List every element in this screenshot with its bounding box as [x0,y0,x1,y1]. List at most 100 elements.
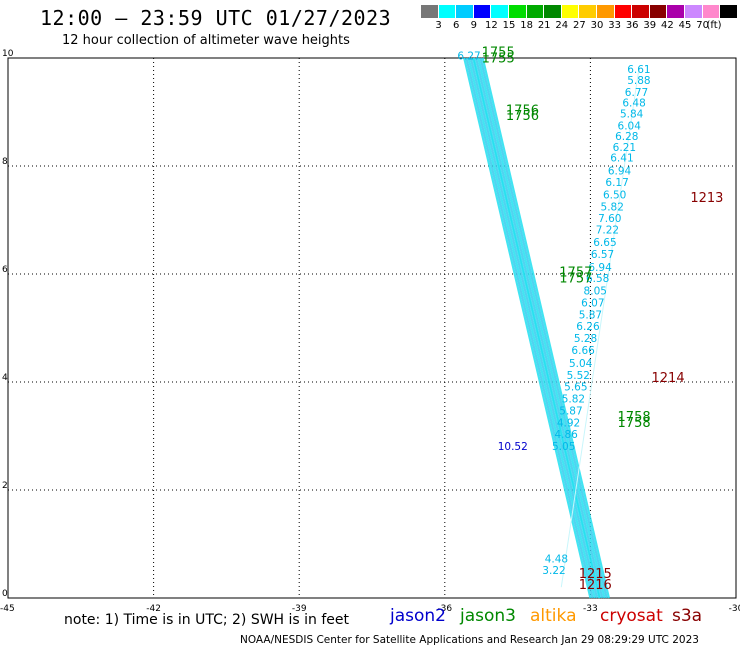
legend-tick-label: 12 [485,20,498,31]
wave-height-label: 6.41 [610,153,633,165]
wave-height-label: 5.05 [552,441,575,453]
legend-tick-label: 36 [625,20,639,31]
wave-height-label: 4.92 [557,417,580,429]
satellite-jason2: jason2 [390,606,446,626]
time-label: 1756 [506,104,539,119]
time-label: 1755 [482,51,515,66]
chart-title: 12:00 – 23:59 UTC 01/27/2023 [40,6,392,30]
legend-tick-label: 21 [537,20,551,31]
legend-unit-label: (ft) [706,20,722,31]
credit-line: NOAA/NESDIS Center for Satellite Applica… [240,634,699,646]
wave-height-label: 6.57 [591,249,614,261]
legend-tick-label: 9 [470,20,477,31]
satellite-cryosat: cryosat [600,606,663,626]
y-tick-label: 0 [2,589,8,599]
x-tick-label: -45 [0,604,15,614]
wave-height-label: 6.28 [615,131,638,143]
legend-tick-label: 27 [573,20,586,31]
satellite-altika: altika [530,606,577,626]
legend-swatch [596,5,615,18]
wave-height-label: 6.66 [571,345,595,357]
legend-tick-label: 70 [696,20,709,31]
satellite-s3a: s3a [672,606,703,626]
wave-height-label: 8.05 [584,286,607,298]
wave-height-label: 4.86 [554,429,578,441]
jason3-track [467,57,596,599]
satellite-jason3: jason3 [460,606,516,626]
legend-swatch [544,5,562,18]
wave-height-label: 5.82 [562,394,585,406]
time-label: 1215 [579,567,612,582]
wave-height-label: 4.48 [545,553,568,565]
wave-height-label: 3.22 [542,565,565,577]
time-label: 1756 [506,109,539,124]
legend-swatch [632,5,650,18]
x-tick-label: -42 [146,604,161,614]
wave-height-label: 6.21 [613,142,636,154]
wave-height-label: 5.87 [579,309,602,321]
wave-height-label: 6.58 [586,273,609,285]
wave-height-label: 6.50 [603,189,626,201]
legend-tick-label: 24 [555,20,569,31]
time-label: 1213 [690,191,723,206]
wave-height-label: 5.84 [620,108,644,120]
legend-tick-label: 42 [661,20,674,31]
legend-swatch [421,5,439,18]
time-label: 1758 [618,410,651,425]
wave-height-label: 5.88 [627,75,650,87]
wave-height-label: 5.87 [559,405,582,417]
s3a-track [560,68,640,588]
legend-tick-label: 15 [502,20,516,31]
wave-height-label: 6.94 [588,262,612,274]
x-tick-label: -36 [437,604,452,614]
time-label: 1216 [579,578,612,593]
y-tick-label: 8 [2,157,8,167]
legend-swatch [561,5,580,18]
legend-swatch [473,5,492,18]
jason3-track [465,57,594,599]
legend-swatch [614,5,633,18]
x-tick-label: -39 [292,604,307,614]
wave-height-label: 6.61 [627,64,650,76]
wave-height-label: 5.65 [564,382,587,394]
jason3-track [481,57,610,599]
legend-tick-label: 6 [453,20,460,31]
x-tick-label: -33 [583,604,598,614]
legend-tick-label: 39 [643,20,657,31]
wave-height-label: 6.65 [593,237,616,249]
wave-height-label: 6.04 [618,120,642,132]
legend-swatch [702,5,721,18]
wave-height-label: 7.22 [596,225,619,237]
time-label: 1755 [482,45,515,60]
wave-height-label: 6.07 [581,297,604,309]
wave-height-label: 6.94 [608,166,632,178]
time-label: 1758 [618,416,651,431]
legend-swatch [438,5,457,18]
wave-height-label: 5.04 [569,358,593,370]
legend-swatch [684,5,703,18]
legend-swatch [720,5,738,18]
legend-swatch [456,5,474,18]
legend-tick-label: 33 [608,20,621,31]
legend-swatch [579,5,597,18]
plot-frame [7,57,737,599]
y-tick-label: 2 [2,481,8,491]
legend-swatch [526,5,545,18]
legend-swatch [508,5,527,18]
legend-swatch [491,5,509,18]
jason3-track [479,57,608,599]
jason3-track [475,57,604,599]
wave-height-label: 5.82 [601,201,624,213]
time-label: 1214 [652,371,685,386]
wave-height-label: 10.52 [498,441,528,453]
wave-height-label: 6.77 [625,87,648,99]
wave-height-label: 6.26 [576,321,600,333]
legend-swatch [649,5,668,18]
legend-tick-label: 18 [520,20,533,31]
wave-height-label: 5.52 [567,370,590,382]
wave-height-label: 6.17 [605,177,628,189]
wave-height-label: 7.60 [598,213,621,225]
footer-note: note: 1) Time is in UTC; 2) SWH is in fe… [64,612,350,628]
legend-tick-label: 3 [435,20,442,31]
